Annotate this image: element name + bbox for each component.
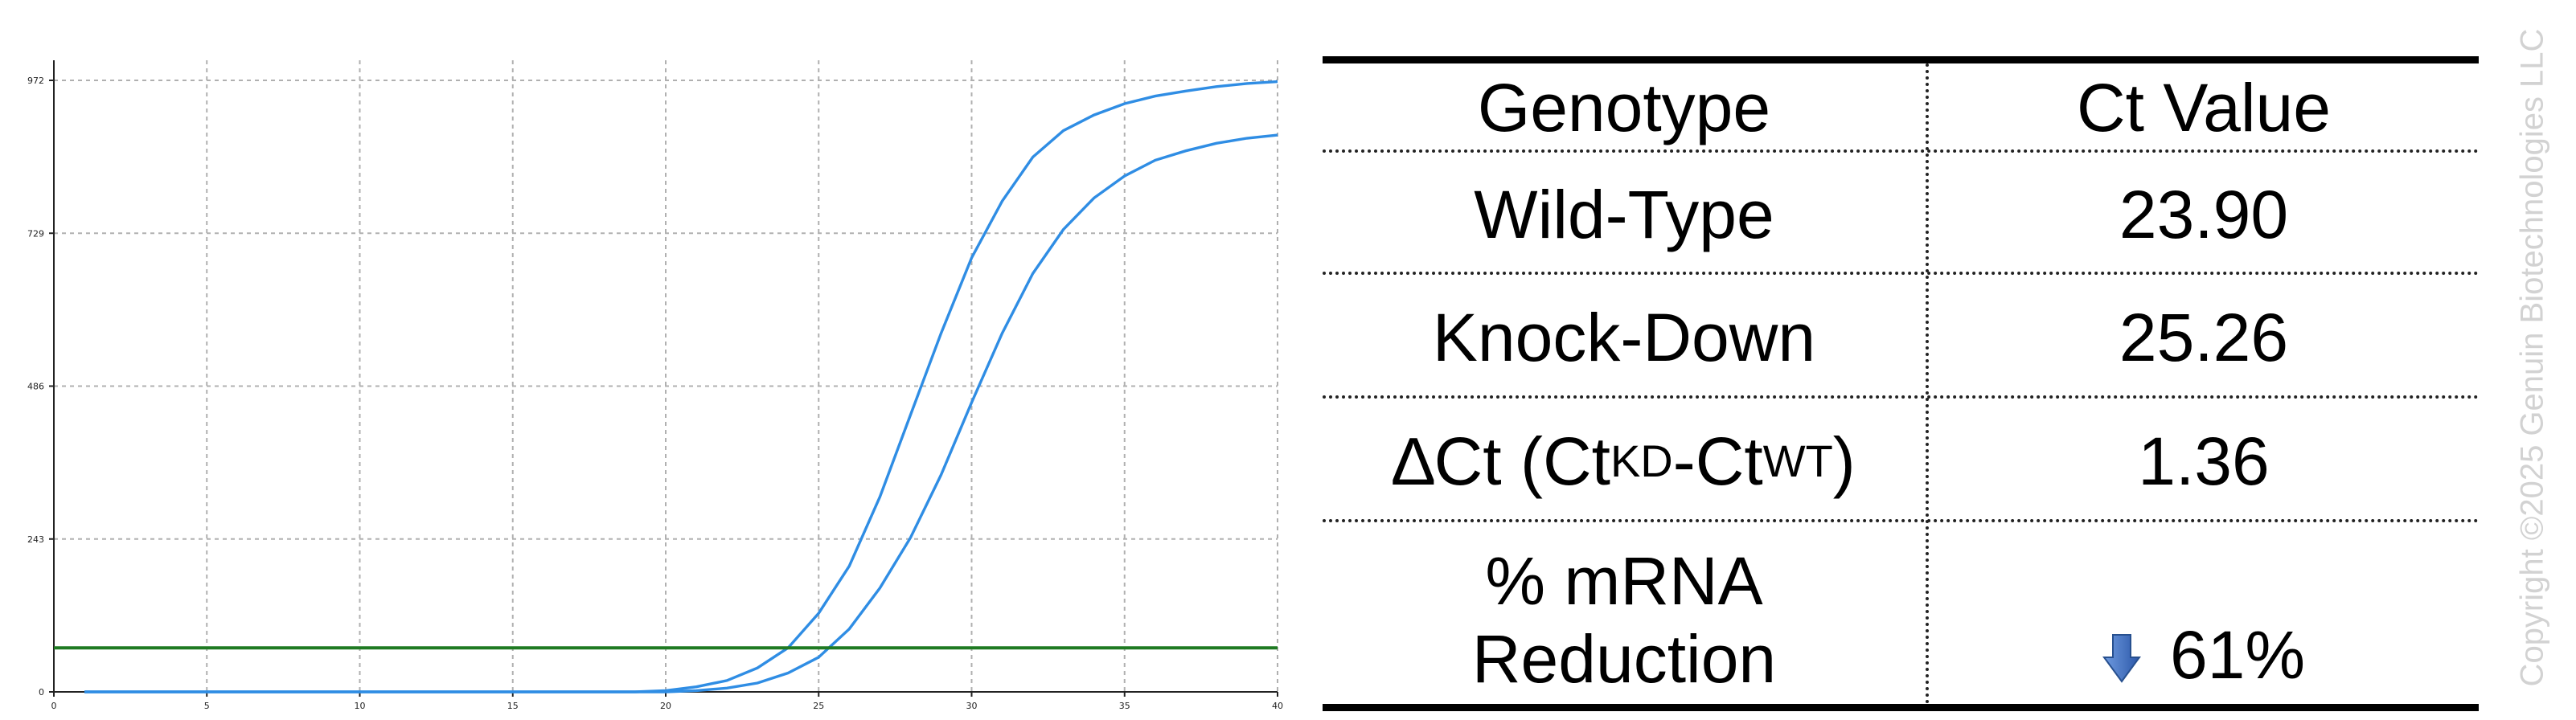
x-tick-label: 0: [51, 701, 57, 711]
table-column-divider: [1926, 63, 1929, 704]
table-top-rule: [1323, 56, 2479, 63]
row-value-reduction: 61%: [1929, 525, 2479, 704]
y-tick-label: 243: [27, 534, 44, 545]
row-value-wild-type: 23.90: [2119, 176, 2289, 252]
x-tick-label: 5: [204, 701, 210, 711]
x-tick-label: 15: [507, 701, 519, 711]
table-bottom-rule: [1323, 704, 2479, 711]
row-label-delta-ct: ∆Ct (Ct KD -Ct WT): [1393, 423, 1856, 499]
y-tick-label: 0: [39, 687, 44, 698]
chart-tick-labels: 0 5 10 15 20 25 30 35 40 0 243 486 729 972: [27, 76, 1283, 711]
x-tick-label: 25: [813, 701, 824, 711]
delta-ct-prefix: ∆Ct (Ct: [1393, 423, 1610, 499]
delta-ct-mid: -Ct: [1672, 423, 1763, 499]
x-tick-label: 40: [1272, 701, 1283, 711]
header-ct-value: Ct Value: [2077, 69, 2331, 145]
row-label-wild-type: Wild-Type: [1474, 176, 1774, 252]
table-row-divider: [1323, 149, 2479, 153]
row-label-knock-down: Knock-Down: [1432, 299, 1816, 375]
x-tick-label: 10: [355, 701, 366, 711]
header-genotype: Genotype: [1477, 69, 1771, 145]
chart-axes: [49, 60, 1278, 697]
x-tick-label: 35: [1119, 701, 1130, 711]
y-tick-label: 729: [27, 228, 44, 239]
reduction-label-line1: % mRNA: [1485, 543, 1763, 619]
row-label-reduction: % mRNA Reduction: [1323, 525, 1926, 704]
y-tick-label: 486: [27, 382, 44, 392]
ct-results-table: Genotype Ct Value Wild-Type 23.90 Knock-…: [1323, 56, 2479, 711]
table-row-divider: [1323, 272, 2479, 275]
y-tick-label: 972: [27, 76, 44, 86]
amplification-chart: 0 5 10 15 20 25 30 35 40 0 243 486 729 972: [27, 60, 1283, 711]
copyright-text: Copyright ©2025 Genuin Biotechnologies L…: [2514, 28, 2550, 687]
x-tick-label: 20: [660, 701, 671, 711]
reduction-value: 61%: [2169, 617, 2306, 693]
reduction-label-line2: Reduction: [1471, 620, 1777, 697]
delta-ct-suffix: ): [1832, 423, 1856, 499]
chart-series: [84, 80, 1278, 693]
table-row-divider: [1323, 519, 2479, 522]
down-arrow-icon: [2102, 633, 2141, 683]
chart-grid: [54, 60, 1278, 692]
amplification-curve-2: [84, 133, 1278, 693]
row-value-knock-down: 25.26: [2119, 299, 2289, 375]
row-value-delta-ct: 1.36: [2138, 423, 2270, 499]
table-row-divider: [1323, 395, 2479, 399]
x-tick-label: 30: [966, 701, 978, 711]
